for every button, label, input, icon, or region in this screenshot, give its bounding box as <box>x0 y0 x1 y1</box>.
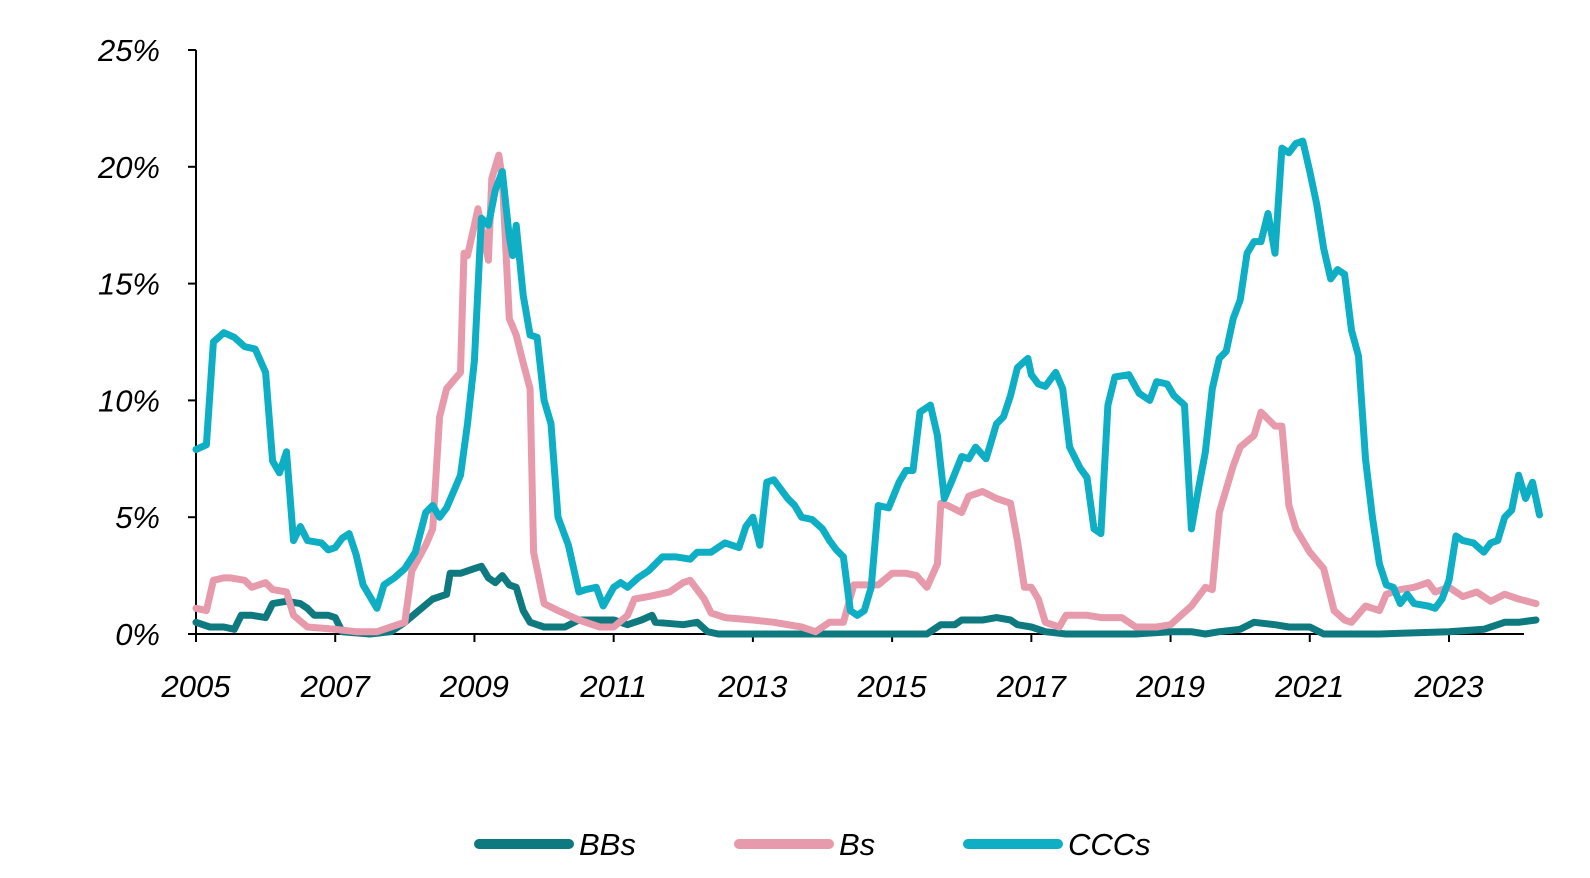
x-axis: 2005 2007 2009 2011 2013 2015 2017 2019 2021 2023 <box>161 633 1524 704</box>
y-axis: 0% 5% 10% 15% 20% 25% <box>97 33 197 652</box>
x-tick-label: 2013 <box>717 669 787 704</box>
series-lines <box>192 137 1543 638</box>
x-tick-label: 2019 <box>1135 669 1205 704</box>
x-tick-label: 2005 <box>161 669 232 704</box>
x-tick-label: 2023 <box>1414 669 1484 704</box>
x-tick-label: 2021 <box>1274 669 1344 704</box>
y-tick-label: 5% <box>115 500 160 535</box>
x-tick-label: 2007 <box>300 669 372 704</box>
y-tick-label: 15% <box>98 267 160 302</box>
x-tick-label: 2009 <box>439 669 509 704</box>
x-tick-label: 2017 <box>996 669 1068 704</box>
legend-label-bs: Bs <box>839 827 875 862</box>
y-tick-label: 10% <box>98 383 160 418</box>
legend-label-cccs: CCCs <box>1068 827 1151 862</box>
series-line-bs <box>192 151 1540 636</box>
y-tick-label: 0% <box>115 617 160 652</box>
legend-label-bbs: BBs <box>579 827 636 862</box>
y-tick-label: 25% <box>97 33 160 68</box>
x-tick-label: 2015 <box>857 669 928 704</box>
legend: BBs Bs CCCs <box>474 827 1151 862</box>
series-line-bbs <box>192 562 1540 638</box>
series-line-cccs <box>192 137 1543 619</box>
y-tick-label: 20% <box>97 150 160 185</box>
x-tick-label: 2011 <box>579 669 647 704</box>
